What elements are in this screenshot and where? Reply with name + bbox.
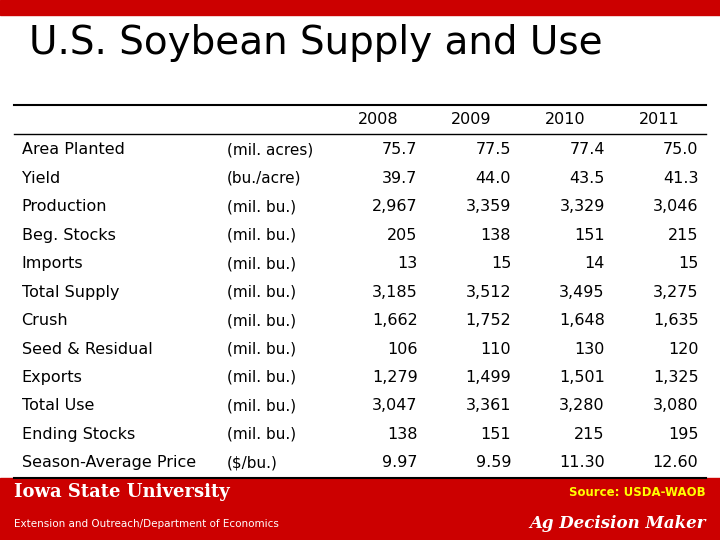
Text: 1,501: 1,501 — [559, 370, 605, 385]
Text: 3,047: 3,047 — [372, 399, 418, 414]
Text: 2011: 2011 — [639, 112, 679, 127]
Text: 215: 215 — [575, 427, 605, 442]
Text: 205: 205 — [387, 228, 418, 242]
Text: 2010: 2010 — [545, 112, 585, 127]
Text: 15: 15 — [678, 256, 698, 271]
Text: (mil. bu.): (mil. bu.) — [227, 427, 296, 442]
Text: Ag Decision Maker: Ag Decision Maker — [529, 515, 706, 532]
Text: (mil. bu.): (mil. bu.) — [227, 313, 296, 328]
Text: 14: 14 — [585, 256, 605, 271]
Text: 195: 195 — [668, 427, 698, 442]
Text: Ending Stocks: Ending Stocks — [22, 427, 135, 442]
Text: 2,967: 2,967 — [372, 199, 418, 214]
Text: 3,329: 3,329 — [559, 199, 605, 214]
Text: 41.3: 41.3 — [663, 171, 698, 186]
Text: (mil. bu.): (mil. bu.) — [227, 228, 296, 242]
Text: (mil. bu.): (mil. bu.) — [227, 199, 296, 214]
Text: U.S. Soybean Supply and Use: U.S. Soybean Supply and Use — [29, 24, 603, 62]
Text: 1,662: 1,662 — [372, 313, 418, 328]
Text: 3,359: 3,359 — [466, 199, 511, 214]
Text: 44.0: 44.0 — [476, 171, 511, 186]
Text: Total Supply: Total Supply — [22, 285, 119, 300]
Text: 1,325: 1,325 — [653, 370, 698, 385]
Text: 3,495: 3,495 — [559, 285, 605, 300]
Text: 9.97: 9.97 — [382, 455, 418, 470]
Text: 1,279: 1,279 — [372, 370, 418, 385]
Text: 3,280: 3,280 — [559, 399, 605, 414]
Text: 3,275: 3,275 — [653, 285, 698, 300]
Text: 1,499: 1,499 — [465, 370, 511, 385]
Text: 138: 138 — [387, 427, 418, 442]
Text: 3,361: 3,361 — [466, 399, 511, 414]
Text: (mil. bu.): (mil. bu.) — [227, 285, 296, 300]
Text: Beg. Stocks: Beg. Stocks — [22, 228, 115, 242]
Text: 1,648: 1,648 — [559, 313, 605, 328]
Text: (bu./acre): (bu./acre) — [227, 171, 301, 186]
Text: Total Use: Total Use — [22, 399, 94, 414]
Text: Seed & Residual: Seed & Residual — [22, 341, 153, 356]
Text: 11.30: 11.30 — [559, 455, 605, 470]
Text: 151: 151 — [574, 228, 605, 242]
Text: 215: 215 — [668, 228, 698, 242]
Text: Production: Production — [22, 199, 107, 214]
Text: 3,512: 3,512 — [466, 285, 511, 300]
Text: 3,080: 3,080 — [653, 399, 698, 414]
Text: 120: 120 — [668, 341, 698, 356]
Text: 3,046: 3,046 — [653, 199, 698, 214]
Text: 75.0: 75.0 — [663, 143, 698, 157]
Text: 2008: 2008 — [358, 112, 398, 127]
Text: Iowa State University: Iowa State University — [14, 483, 230, 502]
Text: 2009: 2009 — [451, 112, 492, 127]
Text: 138: 138 — [481, 228, 511, 242]
Text: Yield: Yield — [22, 171, 60, 186]
Text: 1,752: 1,752 — [465, 313, 511, 328]
Text: 12.60: 12.60 — [652, 455, 698, 470]
Text: 106: 106 — [387, 341, 418, 356]
Bar — [0, 0, 720, 15]
Text: 13: 13 — [397, 256, 418, 271]
Text: 75.7: 75.7 — [382, 143, 418, 157]
Text: 1,635: 1,635 — [653, 313, 698, 328]
Text: 15: 15 — [491, 256, 511, 271]
Text: Area Planted: Area Planted — [22, 143, 125, 157]
Text: Extension and Outreach/Department of Economics: Extension and Outreach/Department of Eco… — [14, 519, 279, 529]
Text: ($/bu.): ($/bu.) — [227, 455, 278, 470]
Text: Source: USDA-WAOB: Source: USDA-WAOB — [569, 486, 706, 499]
Text: (mil. acres): (mil. acres) — [227, 143, 313, 157]
Text: 3,185: 3,185 — [372, 285, 418, 300]
Text: (mil. bu.): (mil. bu.) — [227, 341, 296, 356]
Text: Crush: Crush — [22, 313, 68, 328]
Text: 77.5: 77.5 — [476, 143, 511, 157]
Text: (mil. bu.): (mil. bu.) — [227, 256, 296, 271]
Text: 77.4: 77.4 — [570, 143, 605, 157]
Text: Exports: Exports — [22, 370, 83, 385]
Text: 110: 110 — [480, 341, 511, 356]
Text: 130: 130 — [575, 341, 605, 356]
Text: Imports: Imports — [22, 256, 84, 271]
Text: 43.5: 43.5 — [570, 171, 605, 186]
Text: 39.7: 39.7 — [382, 171, 418, 186]
Text: (mil. bu.): (mil. bu.) — [227, 370, 296, 385]
Text: 151: 151 — [480, 427, 511, 442]
Text: (mil. bu.): (mil. bu.) — [227, 399, 296, 414]
Bar — [0, 478, 720, 540]
Text: Season-Average Price: Season-Average Price — [22, 455, 196, 470]
Text: 9.59: 9.59 — [476, 455, 511, 470]
